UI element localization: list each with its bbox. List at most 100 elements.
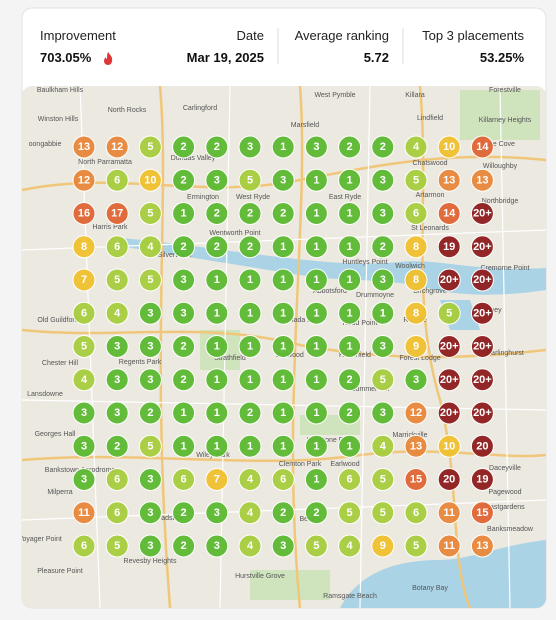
rank-label: 2 [147,407,153,419]
rank-pin [437,301,461,325]
map-label: Birchgrove [413,288,447,295]
rank-label: 1 [247,307,253,319]
rank-pin [172,501,196,525]
rank-pin [271,468,295,491]
rank-label: 3 [181,274,187,286]
rank-label: 10 [443,141,455,153]
rank-label: 3 [380,208,386,220]
map-label: Cremorne Point [480,265,529,272]
map-label: St Leonards [411,225,449,232]
rank-pin [470,135,494,159]
rank-pin [238,301,262,325]
park [250,570,330,600]
rank-label: 2 [214,241,220,253]
water [340,540,546,608]
rank-pin [371,368,395,392]
rank-pin [205,468,229,491]
rank-label: 2 [280,208,286,220]
rank-label: 2 [181,141,187,153]
rank-label: 8 [413,241,419,253]
rank-pin [238,168,262,192]
rank-label: 20+ [473,274,492,286]
rank-pin [470,202,494,225]
rank-pin [470,401,494,425]
rank-pin [172,235,196,259]
rank-label: 1 [347,440,353,452]
map-label: Revesby Heights [124,558,177,565]
map-label: Forestville [489,87,521,94]
rank-pin [304,301,328,325]
rank-label: 6 [114,507,120,519]
rank-pin [72,368,96,392]
rank-pin [238,534,262,558]
rank-pin [304,534,328,558]
rank-pin [138,534,162,558]
map-label: oongabbie [29,141,62,148]
rank-label: 15 [410,474,422,486]
rank-pin [271,501,295,525]
rank-pin [72,501,96,525]
map-label: Pleasure Point [37,568,83,575]
rank-pin [205,335,229,358]
rank-label: 2 [313,507,319,519]
rank-label: 5 [313,540,319,552]
rank-label: 2 [247,208,253,220]
rank-label: 1 [247,341,253,353]
rank-pin [271,168,295,192]
rank-pin [338,301,362,325]
map-label: Strathfield [214,355,246,362]
map-label: West Pymble [314,92,355,99]
rank-label: 3 [147,507,153,519]
rank-pin [271,202,295,225]
rank-label: 3 [147,374,153,386]
rank-pin [172,301,196,325]
rank-label: 5 [81,341,87,353]
rank-pin [371,534,395,558]
rank-label: 7 [214,474,220,486]
rank-label: 3 [114,341,120,353]
rank-label: 12 [78,174,90,186]
rank-label: 1 [380,307,386,319]
rank-pin [437,168,461,192]
rank-label: 20+ [473,407,492,419]
rank-pin [470,168,494,192]
rank-pin [371,401,395,425]
map-label: Old Guildford [37,317,78,324]
rank-pin [105,468,129,491]
map-label: Botany Bay [412,585,448,592]
map-label: Harris Park [92,224,128,231]
rank-label: 1 [280,141,286,153]
rank-pin [172,368,196,392]
rank-pin [470,534,494,558]
rank-label: 20+ [473,341,492,353]
rank-pin [172,534,196,558]
rank-pin [371,335,395,358]
rank-label: 1 [214,307,220,319]
rank-label: 6 [413,507,419,519]
rank-pin [105,434,129,458]
rank-label: 9 [413,341,419,353]
rank-pin [404,268,428,292]
map-label: Lindfield [417,115,443,122]
map-label: Carlingford [183,105,217,112]
rank-pin [338,368,362,392]
rank-pin [371,501,395,525]
stat-value: Mar 19, 2025 [187,50,264,65]
rank-label: 1 [347,241,353,253]
rank-pin [238,268,262,292]
rank-pin [205,235,229,259]
rank-pin [172,202,196,225]
fire-icon [104,52,113,65]
rank-label: 20+ [473,241,492,253]
rank-pin [72,468,96,491]
rank-label: 11 [78,507,90,519]
rank-pin [404,301,428,325]
rank-label: 4 [114,307,121,319]
map-label: Regents Park [119,359,162,366]
rank-pin [205,534,229,558]
rank-pin [437,368,461,392]
map-label: Marrickville [393,432,428,439]
rank-pin [437,202,461,225]
rank-pin [238,468,262,491]
rank-pin [338,202,362,225]
